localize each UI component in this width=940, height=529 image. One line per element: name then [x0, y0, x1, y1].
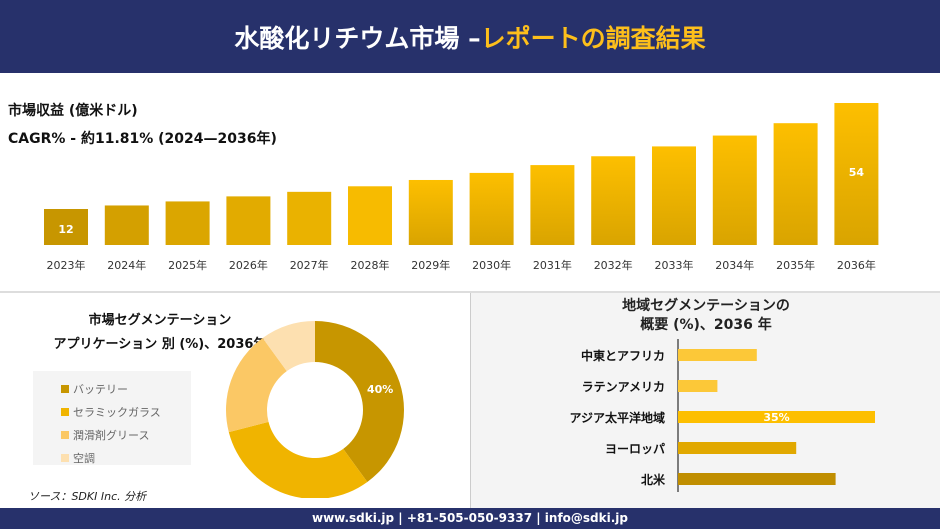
- legend-item: 潤滑剤グリース: [61, 423, 191, 446]
- revenue-bar: [348, 186, 392, 245]
- year-tick-label: 2024年: [107, 258, 146, 272]
- revenue-bar: [165, 201, 210, 245]
- donut-slice: [226, 337, 287, 433]
- year-tick-label: 2029年: [411, 258, 450, 272]
- revenue-bar: [591, 156, 636, 245]
- legend-label: 空調: [73, 451, 95, 465]
- year-tick-label: 2023年: [47, 258, 86, 272]
- source-note: ソース：SDKI Inc. 分析: [28, 490, 147, 503]
- revenue-bar: [287, 191, 332, 245]
- region-bar: [678, 411, 875, 423]
- bar-data-label: 54: [849, 166, 865, 179]
- application-donut-chart: 40%: [226, 321, 404, 498]
- revenue-bar: [408, 179, 453, 245]
- donut-slice: [262, 321, 315, 372]
- bar-data-label: 12: [58, 223, 73, 236]
- donut-slice: [228, 421, 368, 498]
- divider: [0, 291, 940, 293]
- year-tick-label: 2035年: [776, 258, 815, 272]
- legend-item: セラミックガラス: [61, 400, 191, 423]
- region-label: ラテンアメリカ: [582, 380, 665, 394]
- region-bar: [678, 442, 797, 454]
- region-label: 北米: [641, 472, 666, 487]
- year-tick-label: 2033年: [655, 258, 694, 272]
- region-title: 地域セグメンテーションの 概要 (%)、2036 年: [471, 297, 940, 335]
- legend-label: バッテリー: [73, 382, 128, 396]
- revenue-bar: [773, 123, 818, 245]
- year-tick-label: 2025年: [168, 258, 207, 272]
- header-title: 水酸化リチウム市場 –: [234, 23, 481, 53]
- year-tick-label: 2032年: [594, 258, 633, 272]
- legend-swatch: [61, 407, 69, 416]
- revenue-bar: [226, 196, 271, 245]
- donut-title-line1: 市場セグメンテーション: [88, 313, 232, 328]
- region-data-label: 35%: [763, 411, 789, 424]
- region-bar: [678, 349, 757, 361]
- revenue-bar: [104, 205, 149, 245]
- footer-contact: www.sdki.jp | +81-505-050-9337 | info@sd…: [0, 508, 940, 529]
- report-header: 水酸化リチウム市場 – レポートの調査結果: [0, 0, 940, 73]
- donut-title-line2: アプリケーション 別 (%)、2036年: [53, 337, 267, 352]
- revenue-bar: [44, 209, 88, 245]
- legend-label: セラミックガラス: [73, 405, 161, 419]
- legend-swatch: [61, 453, 69, 462]
- region-bar: [678, 380, 718, 392]
- cagr-label: CAGR% - 約11.81% (2024—2036年): [8, 131, 277, 147]
- year-tick-label: 2026年: [229, 258, 268, 272]
- legend-item: 空調: [61, 446, 191, 469]
- year-tick-label: 2036年: [837, 258, 876, 272]
- region-label: ヨーロッパ: [605, 442, 665, 456]
- header-title-accent: レポートの調査結果: [480, 23, 706, 53]
- year-tick-label: 2034年: [715, 258, 754, 272]
- year-tick-label: 2030年: [472, 258, 511, 272]
- donut-legend: バッテリーセラミックガラス 潤滑剤グリース 空調: [33, 371, 191, 465]
- region-bar: [678, 473, 836, 485]
- year-tick-label: 2028年: [351, 258, 390, 272]
- region-segment-panel: 地域セグメンテーションの 概要 (%)、2036 年 中東とアフリカ ラテンアメリ…: [470, 293, 940, 508]
- revenue-bar: [834, 103, 879, 245]
- legend-swatch: [61, 384, 69, 393]
- revenue-label: 市場収益 (億米ドル): [8, 103, 138, 119]
- region-title-line2: 概要 (%)、2036 年: [640, 317, 772, 333]
- application-segment-panel: 市場セグメンテーション アプリケーション 別 (%)、2036年 バッテリーセラ…: [0, 293, 470, 508]
- revenue-bar: [469, 172, 514, 245]
- region-label: アジア太平洋地域: [569, 410, 665, 425]
- revenue-bar-chart: 2023年 12 2024年 2025年 2026年 2027年 2028年 2029年 203…: [44, 103, 879, 272]
- legend-swatch: [61, 430, 69, 439]
- revenue-bar: [712, 135, 757, 245]
- revenue-bar: [530, 165, 575, 245]
- legend-label: 潤滑剤グリース: [73, 428, 150, 442]
- year-tick-label: 2027年: [290, 258, 329, 272]
- revenue-bar: [652, 146, 696, 245]
- year-tick-label: 2031年: [533, 258, 572, 272]
- legend-item: バッテリー: [61, 377, 191, 400]
- region-title-line1: 地域セグメンテーションの: [622, 298, 790, 314]
- donut-data-label: 40%: [367, 383, 393, 396]
- region-label: 中東とアフリカ: [581, 348, 665, 363]
- donut-slice: [315, 321, 404, 483]
